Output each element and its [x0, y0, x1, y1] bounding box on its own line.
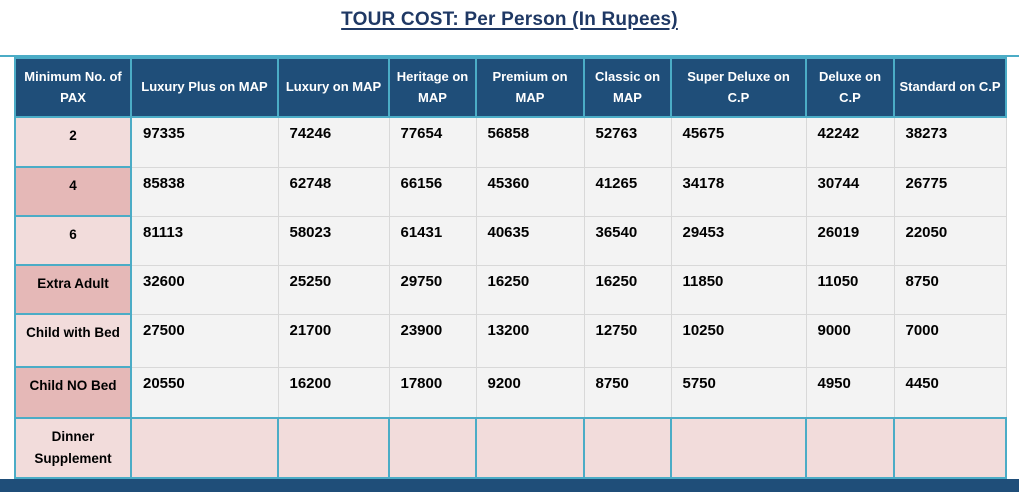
data-cell: 16250 — [475, 264, 585, 315]
row-label-cell: Child with Bed — [14, 313, 132, 368]
data-cell: 20550 — [130, 366, 279, 419]
data-cell: 7000 — [893, 313, 1007, 368]
table-row: 2 97335 74246 77654 56858 52763 45675 42242 3827… — [14, 116, 1007, 168]
data-cell: 52763 — [583, 116, 672, 168]
data-cell: 9000 — [805, 313, 895, 368]
data-cell: 40635 — [475, 215, 585, 266]
header-cell: Luxury Plus on MAP — [130, 57, 279, 118]
table-row: 4 85838 62748 66156 45360 41265 34178 30744 2677… — [14, 166, 1007, 217]
data-cell — [893, 417, 1007, 479]
header-cell: Super Deluxe on C.P — [670, 57, 807, 118]
data-cell: 29453 — [670, 215, 807, 266]
data-cell — [130, 417, 279, 479]
data-cell: 4950 — [805, 366, 895, 419]
data-cell: 36540 — [583, 215, 672, 266]
row-label-cell: Child NO Bed — [14, 366, 132, 419]
header-row: Minimum No. of PAX Luxury Plus on MAP Luxu… — [14, 57, 1007, 118]
data-cell: 38273 — [893, 116, 1007, 168]
data-cell: 29750 — [388, 264, 477, 315]
table-row: Child with Bed 27500 21700 23900 13200 12750 1… — [14, 313, 1007, 368]
data-cell: 9200 — [475, 366, 585, 419]
data-cell: 77654 — [388, 116, 477, 168]
data-cell: 85838 — [130, 166, 279, 217]
data-cell: 17800 — [388, 366, 477, 419]
data-cell: 58023 — [277, 215, 390, 266]
data-cell: 12750 — [583, 313, 672, 368]
header-cell: Standard on C.P — [893, 57, 1007, 118]
title-bar: TOUR COST: Per Person (In Rupees) — [0, 0, 1019, 55]
data-cell: 26019 — [805, 215, 895, 266]
data-cell: 16200 — [277, 366, 390, 419]
table-row: Extra Adult 32600 25250 29750 16250 16250 1185… — [14, 264, 1007, 315]
table-row: Dinner Supplement — [14, 417, 1007, 479]
header-cell: Deluxe on C.P — [805, 57, 895, 118]
row-label-cell: 6 — [14, 215, 132, 266]
data-cell — [805, 417, 895, 479]
row-label-cell: 2 — [14, 116, 132, 168]
data-cell: 16250 — [583, 264, 672, 315]
header-cell: Luxury on MAP — [277, 57, 390, 118]
data-cell: 30744 — [805, 166, 895, 217]
data-cell: 27500 — [130, 313, 279, 368]
tour-cost-table: Minimum No. of PAX Luxury Plus on MAP Luxu… — [14, 57, 1007, 479]
data-cell: 10250 — [670, 313, 807, 368]
data-cell: 25250 — [277, 264, 390, 315]
data-cell — [670, 417, 807, 479]
data-cell: 61431 — [388, 215, 477, 266]
data-cell: 11050 — [805, 264, 895, 315]
data-cell — [388, 417, 477, 479]
header-cell: Minimum No. of PAX — [14, 57, 132, 118]
header-cell: Classic on MAP — [583, 57, 672, 118]
row-label-cell: Extra Adult — [14, 264, 132, 315]
data-cell: 41265 — [583, 166, 672, 217]
data-cell: 5750 — [670, 366, 807, 419]
data-cell: 45675 — [670, 116, 807, 168]
row-label-cell: Dinner Supplement — [14, 417, 132, 479]
data-cell: 13200 — [475, 313, 585, 368]
data-cell: 23900 — [388, 313, 477, 368]
table-row: Child NO Bed 20550 16200 17800 9200 8750 5750 4… — [14, 366, 1007, 419]
data-cell: 22050 — [893, 215, 1007, 266]
header-cell: Heritage on MAP — [388, 57, 477, 118]
data-cell: 42242 — [805, 116, 895, 168]
data-cell: 97335 — [130, 116, 279, 168]
data-cell: 32600 — [130, 264, 279, 315]
data-cell: 62748 — [277, 166, 390, 217]
page-title: TOUR COST: Per Person (In Rupees) — [341, 9, 678, 30]
data-cell: 34178 — [670, 166, 807, 217]
data-cell: 26775 — [893, 166, 1007, 217]
data-cell — [583, 417, 672, 479]
bottom-bar — [0, 479, 1019, 492]
data-cell — [277, 417, 390, 479]
data-cell: 66156 — [388, 166, 477, 217]
data-cell: 74246 — [277, 116, 390, 168]
data-cell: 45360 — [475, 166, 585, 217]
data-cell: 11850 — [670, 264, 807, 315]
data-cell: 8750 — [583, 366, 672, 419]
data-cell: 81113 — [130, 215, 279, 266]
table-row: 6 81113 58023 61431 40635 36540 29453 26019 2205… — [14, 215, 1007, 266]
header-cell: Premium on MAP — [475, 57, 585, 118]
table-region: Minimum No. of PAX Luxury Plus on MAP Luxu… — [0, 55, 1019, 479]
data-cell: 56858 — [475, 116, 585, 168]
data-cell: 21700 — [277, 313, 390, 368]
data-cell — [475, 417, 585, 479]
row-label-cell: 4 — [14, 166, 132, 217]
data-cell: 4450 — [893, 366, 1007, 419]
table-body: 2 97335 74246 77654 56858 52763 45675 42242 3827… — [14, 116, 1007, 479]
data-cell: 8750 — [893, 264, 1007, 315]
